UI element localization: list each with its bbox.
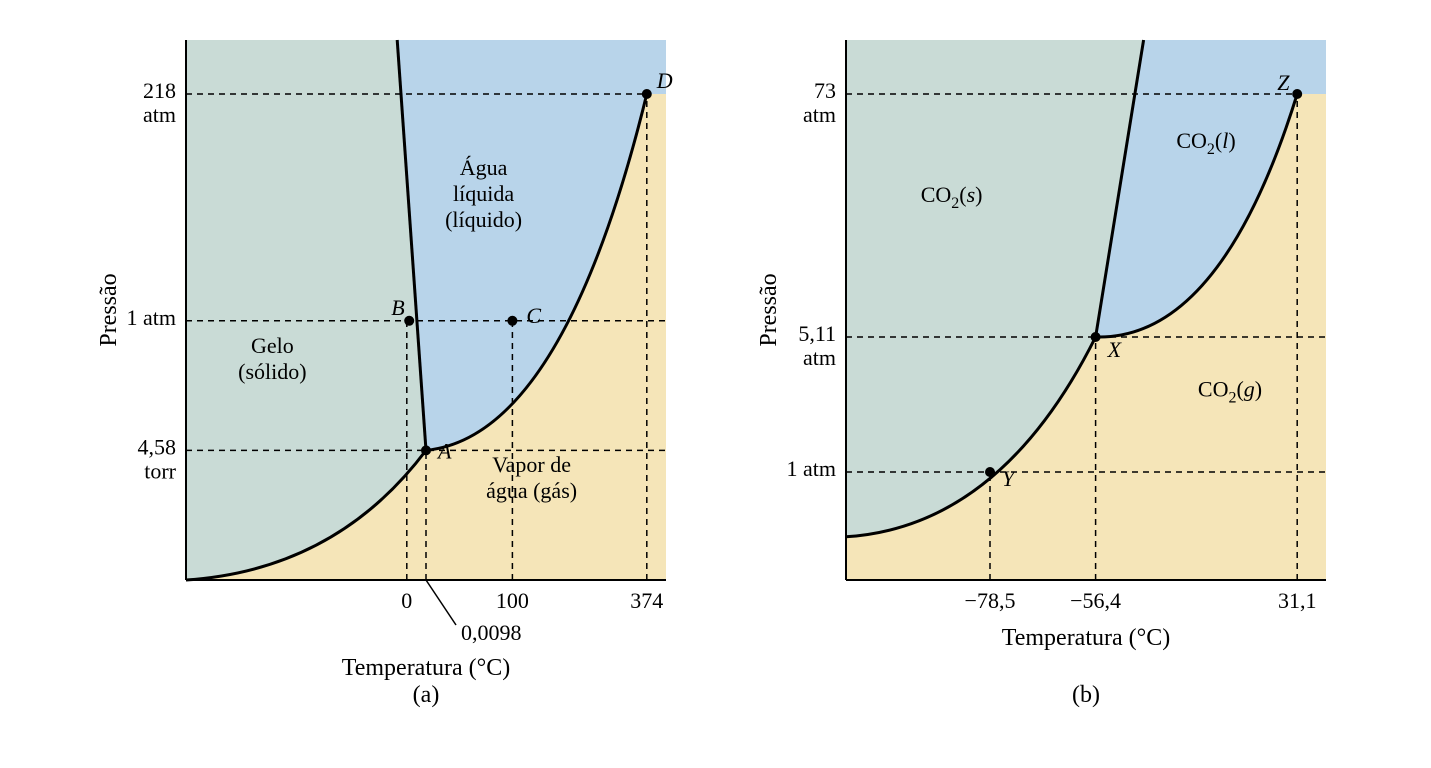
point-c	[507, 316, 517, 326]
point-b	[404, 316, 414, 326]
point-x	[1090, 332, 1100, 342]
point-label-b: B	[391, 295, 404, 320]
y-tick-label: 1 atm	[126, 305, 176, 330]
x-tick-label: −78,5	[964, 588, 1015, 613]
panel-b: XYZCO2(s)CO2(l)CO2(g)73atm5,11atm1 atm−7…	[746, 20, 1346, 710]
point-label-d: D	[655, 68, 672, 93]
gas-region-label: Vapor deágua (gás)	[486, 452, 577, 503]
diagram-container: ABCDGelo(sólido)Águalíquida(líquido)Vapo…	[20, 20, 1411, 710]
y-tick-label: 73atm	[803, 78, 836, 127]
point-y	[985, 467, 995, 477]
y-tick-label: 4,58torr	[137, 434, 176, 483]
y-tick-label: 218atm	[143, 78, 176, 127]
point-z	[1292, 89, 1302, 99]
y-tick-label: 5,11atm	[798, 321, 836, 370]
x-axis-label: Temperatura (°C)	[341, 655, 510, 681]
y-axis-label: Pressão	[756, 273, 782, 346]
panel-a: ABCDGelo(sólido)Águalíquida(líquido)Vapo…	[86, 20, 686, 710]
panel-sub-label: (b)	[1072, 682, 1100, 708]
panel-sub-label: (a)	[412, 682, 439, 708]
point-d	[641, 89, 651, 99]
point-label-z: Z	[1277, 70, 1290, 95]
point-label-x: X	[1106, 337, 1122, 362]
phase-diagram-water: ABCDGelo(sólido)Águalíquida(líquido)Vapo…	[86, 20, 686, 710]
x-tick-label: 374	[630, 588, 663, 613]
point-label-c: C	[526, 303, 541, 328]
x-tick-label: 0	[401, 588, 412, 613]
y-tick-label: 1 atm	[786, 456, 836, 481]
triple-point-leader	[426, 580, 456, 625]
y-axis-label: Pressão	[96, 273, 122, 346]
point-label-a: A	[436, 438, 452, 463]
x-tick-label: −56,4	[1070, 588, 1121, 613]
phase-diagram-co2: XYZCO2(s)CO2(l)CO2(g)73atm5,11atm1 atm−7…	[746, 20, 1346, 710]
x-tick-label: 31,1	[1277, 588, 1316, 613]
x-tick-label: 100	[495, 588, 528, 613]
triple-point-x-label: 0,0098	[461, 620, 522, 645]
x-axis-label: Temperatura (°C)	[1001, 625, 1170, 651]
point-a	[421, 445, 431, 455]
